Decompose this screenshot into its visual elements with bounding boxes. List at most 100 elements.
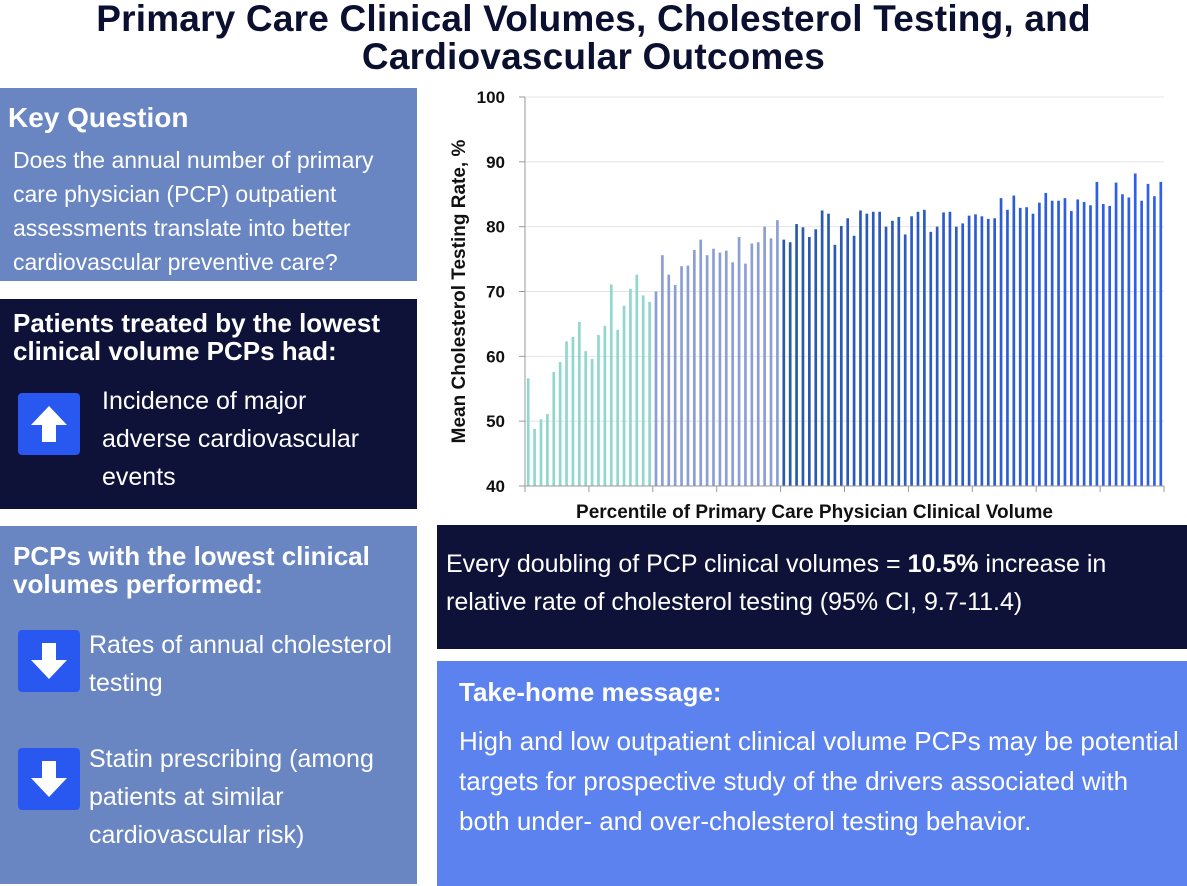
chart-bar (673, 285, 677, 486)
chart-bar (993, 218, 996, 487)
chart-bar (635, 274, 639, 486)
chart-bar (820, 210, 824, 486)
chart-bar (1089, 205, 1092, 486)
chart-bar (597, 334, 600, 486)
chart-x-axis-label: Percentile of Primary Care Physician Cli… (576, 502, 1053, 522)
chart-bar (1038, 202, 1041, 486)
chart-bar (629, 288, 632, 486)
chart-bar (910, 216, 913, 487)
chart-bar (718, 252, 722, 486)
chart-bar (744, 263, 747, 486)
chart-bar (667, 274, 671, 486)
chart-bar (641, 295, 645, 486)
y-tick-label: 60 (486, 347, 505, 366)
key-question-text: Does the annual number of primary care p… (13, 147, 374, 275)
chart-bar (929, 231, 933, 486)
chart-bar (814, 229, 818, 486)
chart-bar (1121, 194, 1124, 486)
chart-bar (859, 210, 862, 486)
chart-bar (731, 262, 735, 486)
chart-bar (699, 239, 703, 486)
chart-bar (967, 215, 971, 486)
chart-bar (961, 223, 965, 487)
y-tick-label: 70 (486, 283, 505, 302)
chart-bar (584, 351, 588, 486)
chart-bar (577, 321, 581, 486)
chart-bar (1082, 202, 1086, 486)
chart-bar (865, 213, 869, 486)
chart-bar (999, 198, 1003, 486)
chart-bar (801, 227, 805, 486)
chart-bar (1127, 197, 1131, 486)
chart-bar (603, 325, 607, 486)
doubling-result-text: Every doubling of PCP clinical volumes =… (446, 545, 1176, 621)
arrow-down-icon (18, 630, 80, 692)
lowest-volume-patients-heading: Patients treated by the lowest clinical … (13, 308, 380, 366)
chart-bar (1153, 196, 1156, 486)
chart-bar (871, 211, 875, 486)
chart-bar (1159, 181, 1163, 486)
chart-bar (1025, 207, 1028, 486)
chart-bar (539, 419, 543, 486)
chart-bar (782, 239, 786, 486)
key-question-panel: Key Question Does the annual number of p… (0, 88, 417, 281)
mace-incidence-text: Incidence of major adverse cardiovascula… (102, 387, 360, 491)
chart-bar (846, 218, 850, 487)
y-tick-label: 80 (486, 218, 505, 237)
chart-bar (1006, 209, 1009, 486)
chart-bar (724, 250, 728, 486)
page-title: Primary Care Clinical Volumes, Cholester… (0, 0, 1187, 76)
chart-bar (884, 226, 888, 487)
chart-bar (661, 255, 664, 486)
chart-bar (680, 266, 683, 486)
doubling-text-after: increase in relative rate of cholesterol… (446, 550, 1107, 616)
chart-bar (533, 428, 536, 486)
statin-prescribing-text: Statin prescribing (among patients at si… (89, 745, 374, 849)
lowest-volume-performed-heading: PCPs with the lowest clinical volumes pe… (13, 541, 370, 599)
chart-bar (1146, 183, 1150, 486)
chart-grid (525, 96, 1164, 487)
take-home-panel: Take-home message: High and low outpatie… (437, 661, 1187, 886)
chart-bar (756, 242, 760, 486)
chart-bars (526, 173, 1163, 487)
chart-bar (954, 226, 958, 487)
chart-bar (986, 218, 990, 486)
lowest-volume-performed-panel: PCPs with the lowest clinical volumes pe… (0, 526, 417, 884)
chart-bar (788, 242, 792, 486)
chart-bar (878, 211, 881, 486)
y-tick-label: 40 (486, 477, 505, 496)
chart-bar (750, 243, 754, 486)
chart-bar (1140, 200, 1143, 486)
chart-bar (833, 244, 837, 486)
doubling-text-before: Every doubling of PCP clinical volumes = (446, 550, 908, 578)
chart-bar (1108, 205, 1112, 487)
y-tick-label: 100 (477, 88, 505, 107)
chart-bar (705, 255, 709, 486)
chart-bar (712, 248, 715, 486)
chart-bar (654, 291, 658, 486)
chart-bar (903, 234, 907, 486)
chart-bar (552, 371, 556, 486)
chart-bar (1012, 195, 1016, 487)
chart-bar (769, 238, 773, 486)
chart-bar (852, 235, 856, 486)
cholesterol-testing-chart: 40 50 60 70 80 90 100 Mean Cholesterol Testing… (449, 88, 1165, 522)
chart-bar (1133, 173, 1137, 486)
chart-bar (590, 358, 594, 486)
chart-bar (546, 414, 549, 486)
y-tick-label: 50 (486, 412, 505, 431)
chart-bar (692, 250, 696, 486)
chart-bar (942, 212, 945, 486)
title-line-1: Primary Care Clinical Volumes, Cholester… (96, 0, 1091, 39)
y-tick-label: 90 (486, 153, 505, 172)
chart-bar (1101, 203, 1105, 486)
chart-bar (1063, 198, 1067, 486)
chart-bar (1018, 207, 1022, 487)
chart-bar (1095, 181, 1099, 486)
chart-bar (1114, 182, 1118, 486)
chart-bar (622, 305, 626, 486)
chart-bar (558, 362, 562, 486)
lowest-volume-patients-panel: Patients treated by the lowest clinical … (0, 299, 417, 509)
chart-bar (935, 226, 939, 487)
chart-bar (1050, 200, 1054, 486)
